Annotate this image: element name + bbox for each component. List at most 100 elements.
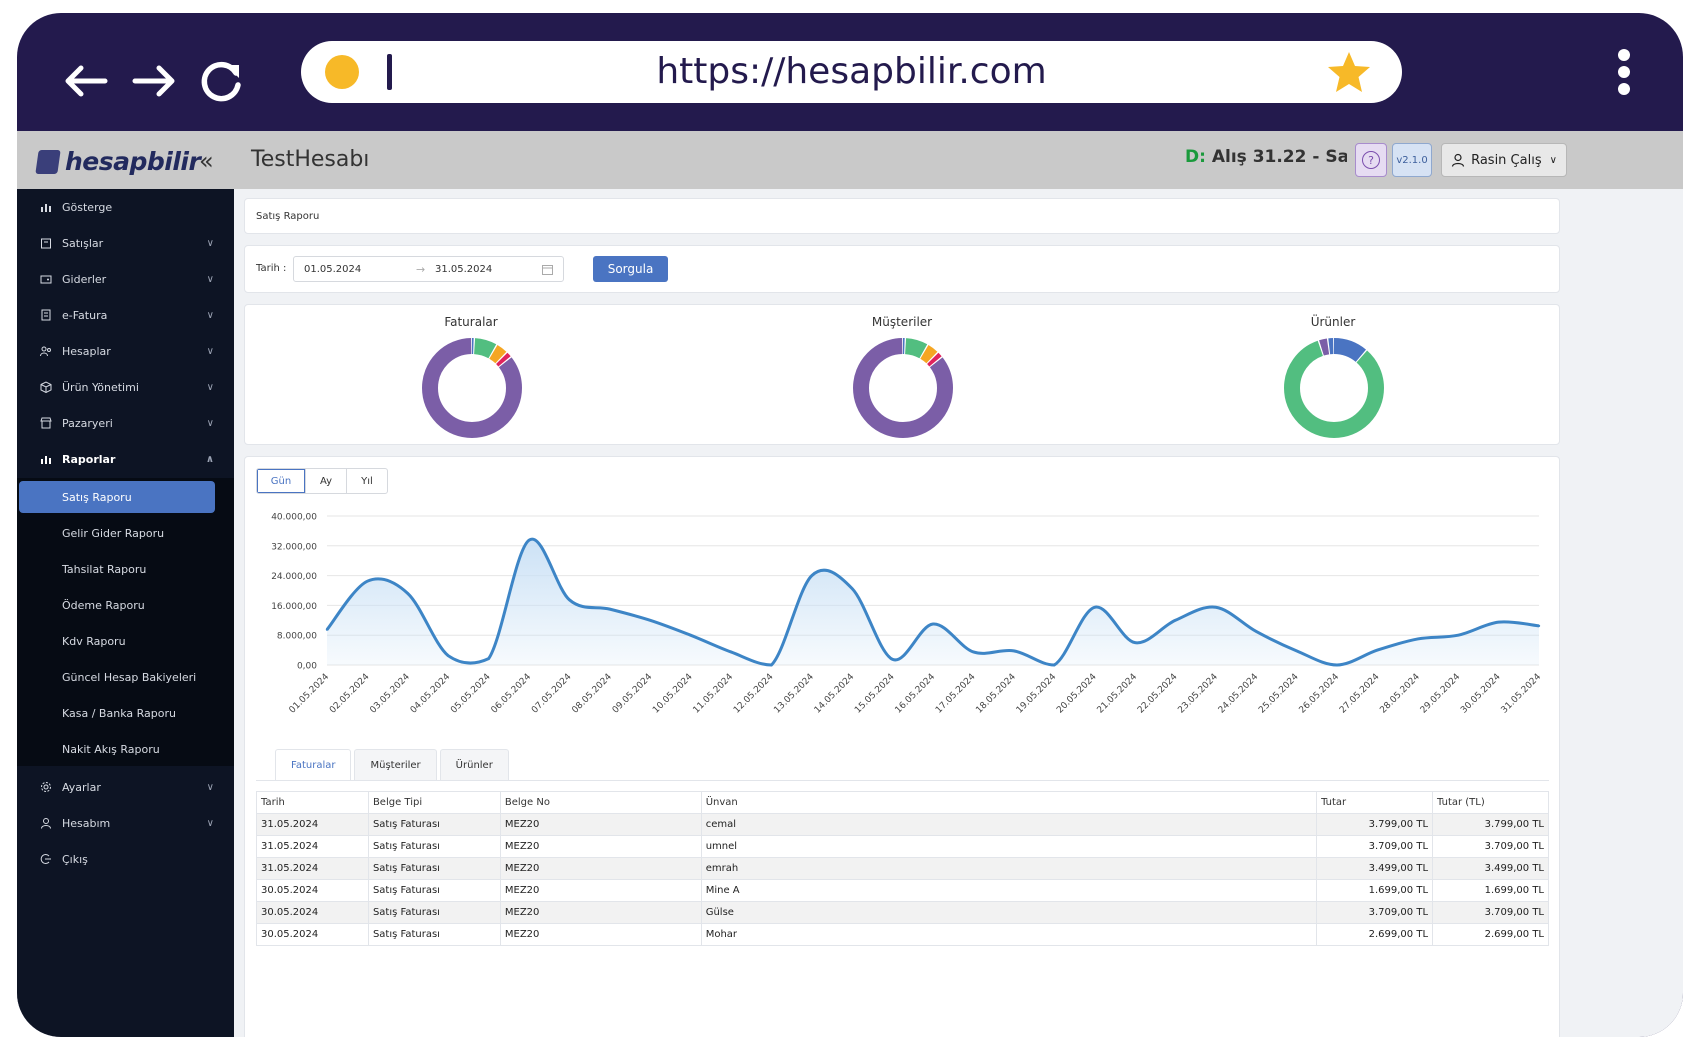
period-month-button[interactable]: Ay (306, 469, 347, 493)
user-icon (41, 818, 51, 829)
donut-musteriler[interactable] (851, 336, 955, 440)
table-row[interactable]: 31.05.2024 Satış Faturası MEZ20 cemal 3.799,… (256, 813, 1549, 836)
data-point (1497, 620, 1500, 624)
x-tick-label: 25.05.2024 (1257, 672, 1301, 716)
series-area (327, 539, 1539, 665)
period-day-button[interactable]: Gün (257, 469, 306, 493)
donut-slice[interactable] (853, 338, 953, 438)
data-point (447, 654, 450, 657)
sidebar-subitem-nakit-akis-raporu[interactable]: Nakit Akış Raporu (17, 731, 234, 767)
period-year-button[interactable]: Yıl (361, 475, 373, 487)
sidebar-item-label: Raporlar (62, 452, 116, 466)
back-arrow-icon[interactable] (57, 51, 117, 111)
column-header[interactable]: Tarih (256, 791, 369, 814)
sidebar-item-cikis[interactable]: Çıkış (17, 841, 234, 877)
data-point (891, 658, 894, 661)
table-row[interactable]: 30.05.2024 Satış Faturası MEZ20 Mine A 1.699… (256, 879, 1549, 902)
collapse-sidebar-button[interactable]: « (199, 147, 214, 175)
question-icon: ? (1362, 151, 1380, 169)
reports-submenu (17, 478, 234, 766)
table-cell: 30.05.2024 (256, 901, 369, 924)
sidebar-subitem-satis-raporu[interactable]: Satış Raporu (19, 481, 215, 513)
donut-slice[interactable] (1284, 338, 1384, 438)
column-header[interactable]: Tutar (TL) (1432, 791, 1549, 814)
donut-slice[interactable] (1284, 338, 1384, 438)
sidebar-subitem-tahsilat-raporu[interactable]: Tahsilat Raporu (17, 551, 234, 587)
sidebar-subitem-label: Kasa / Banka Raporu (62, 706, 176, 720)
exchange-rate-ticker: D: Alış 31.22 - Satış 31. (1185, 147, 1347, 167)
invoice-table: Tarih Belge Tipi Belge No Ünvan Tutar Tu… (256, 791, 1549, 946)
sidebar-subitem-label: Güncel Hesap Bakiyeleri (62, 670, 197, 684)
sidebar-subitem-gelir-gider-raporu[interactable]: Gelir Gider Raporu (17, 515, 234, 551)
ticker-text: Alış 31.22 - Satış 31. (1211, 147, 1347, 167)
sidebar-subitem-guncel-hesap-bakiyeleri[interactable]: Güncel Hesap Bakiyeleri (17, 659, 234, 695)
table-cell: 3.709,00 TL (1432, 901, 1549, 924)
version-badge[interactable]: v2.1.0 (1392, 143, 1432, 177)
sidebar-item-label: Hesaplar (62, 344, 111, 358)
sidebar-subitem-kdv-raporu[interactable]: Kdv Raporu (17, 623, 234, 659)
tab-musteriler[interactable]: Müşteriler (354, 749, 437, 781)
x-tick-label: 04.05.2024 (409, 672, 453, 716)
table-row[interactable]: 31.05.2024 Satış Faturası MEZ20 emrah 3.499,… (256, 857, 1549, 880)
donut-urunler[interactable] (1282, 336, 1386, 440)
account-title: TestHesabı (251, 147, 370, 172)
reload-icon[interactable] (192, 51, 252, 111)
sidebar-item-efatura[interactable]: e-Fatura ∨ (17, 297, 234, 333)
help-button[interactable]: ? (1355, 143, 1387, 177)
x-tick-label: 17.05.2024 (934, 672, 978, 716)
column-header[interactable]: Tutar (1316, 791, 1434, 814)
sidebar-item-ayarlar[interactable]: Ayarlar ∨ (17, 769, 234, 805)
query-button[interactable]: Sorgula (593, 256, 668, 282)
column-header[interactable]: Belge No (499, 791, 702, 814)
data-point (366, 579, 369, 583)
column-header[interactable]: Belge Tipi (367, 791, 501, 814)
filter-bar: Tarih : 01.05.2024 → 31.05.2024 Sorgula (244, 245, 1560, 293)
date-range-picker[interactable]: 01.05.2024 → 31.05.2024 (293, 256, 564, 282)
data-point (1295, 649, 1298, 653)
user-menu-button[interactable]: Rasin Çalış ∨ (1441, 143, 1567, 177)
table-row[interactable]: 30.05.2024 Satış Faturası MEZ20 Mohar 2.699,… (256, 923, 1549, 946)
x-tick-label: 13.05.2024 (772, 672, 816, 716)
x-tick-label: 22.05.2024 (1136, 672, 1180, 716)
donut-faturalar[interactable] (420, 336, 524, 440)
address-bar[interactable]: https://hesapbilir.com (301, 41, 1402, 103)
tab-urunler[interactable]: Ürünler (439, 749, 509, 781)
table-cell: 3.799,00 TL (1432, 813, 1549, 836)
y-tick-label: 8.000,00 (277, 632, 317, 642)
sidebar-subitem-odeme-raporu[interactable]: Ödeme Raporu (17, 587, 234, 623)
bookmark-star-icon[interactable] (1326, 50, 1372, 94)
sidebar-subitem-kasa-banka-raporu[interactable]: Kasa / Banka Raporu (17, 695, 234, 731)
sidebar-item-giderler[interactable]: Giderler ∨ (17, 261, 234, 297)
sidebar-item-pazaryeri[interactable]: Pazaryeri ∨ (17, 405, 234, 441)
logo[interactable]: hesapbilir (35, 147, 201, 176)
sidebar-item-gosterge[interactable]: Gösterge (17, 189, 234, 225)
donut-slice[interactable] (422, 338, 522, 438)
tab-faturalar[interactable]: Faturalar (275, 749, 352, 781)
sidebar-item-satislar[interactable]: Satışlar ∨ (17, 225, 234, 261)
sidebar-item-urun-yonetimi[interactable]: Ürün Yönetimi ∨ (17, 369, 234, 405)
sidebar-subitem-label: Kdv Raporu (62, 634, 126, 648)
table-cell: 3.499,00 TL (1432, 857, 1549, 880)
donut-slice[interactable] (422, 338, 522, 438)
donut-title-urunler: Ürünler (1310, 315, 1356, 329)
start-date-field[interactable]: 01.05.2024 (304, 264, 362, 275)
forward-arrow-icon[interactable] (123, 51, 183, 111)
sidebar-item-hesaplar[interactable]: Hesaplar ∨ (17, 333, 234, 369)
sidebar-item-hesabim[interactable]: Hesabım ∨ (17, 805, 234, 841)
end-date-field[interactable]: 31.05.2024 (435, 264, 493, 275)
sidebar-item-label: e-Fatura (62, 308, 108, 322)
data-point (1457, 634, 1460, 637)
box-icon (40, 381, 52, 393)
table-row[interactable]: 31.05.2024 Satış Faturası MEZ20 umnel 3.709,… (256, 835, 1549, 858)
sidebar-item-raporlar[interactable]: Raporlar ∧ (17, 441, 234, 477)
table-row[interactable]: 30.05.2024 Satış Faturası MEZ20 Gülse 3.709,… (256, 901, 1549, 924)
chevron-down-icon: ∨ (1549, 154, 1557, 166)
x-tick-label: 18.05.2024 (974, 672, 1018, 716)
data-point (649, 619, 652, 622)
data-point (1537, 624, 1541, 628)
data-point (972, 650, 975, 654)
column-header[interactable]: Ünvan (700, 791, 1318, 814)
donut-slice[interactable] (853, 338, 953, 438)
ticker-prefix: D: (1185, 147, 1206, 167)
more-menu-icon[interactable] (1613, 49, 1635, 97)
